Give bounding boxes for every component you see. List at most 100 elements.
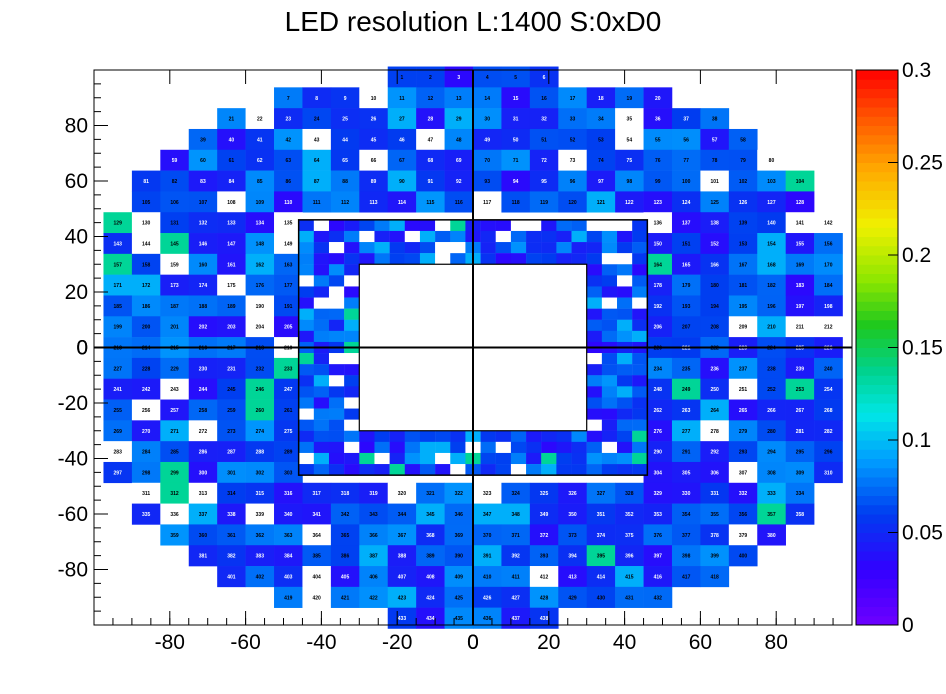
outer-cell-label: 356: [739, 512, 748, 518]
outer-cell-label: 90: [399, 179, 405, 185]
outer-cell-label: 22: [257, 117, 263, 123]
outer-cell-label: 19: [627, 96, 633, 102]
outer-cell: [586, 191, 616, 213]
outer-cell-label: 320: [398, 491, 407, 497]
colorbar-swatch: [856, 551, 898, 561]
outer-cell-label: 267: [796, 408, 805, 414]
outer-cell: [671, 545, 701, 567]
outer-cell-label: 404: [312, 574, 321, 580]
outer-cell: [671, 274, 701, 296]
outer-cell: [330, 170, 360, 192]
inner-cell: [298, 430, 315, 443]
outer-cell-label: 303: [284, 470, 293, 476]
inner-cell: [632, 242, 648, 254]
inner-cell: [313, 230, 330, 243]
outer-cell-label: 252: [767, 387, 776, 393]
inner-cell: [344, 408, 360, 420]
outer-cell: [160, 399, 190, 421]
outer-cell: [245, 482, 275, 504]
inner-cell: [510, 464, 527, 476]
outer-cell-label: 243: [170, 387, 179, 393]
outer-cell-label: 145: [170, 241, 179, 247]
colorbar-tick-label: 0.25: [902, 152, 943, 175]
outer-cell-label: 52: [570, 137, 576, 143]
outer-cell-label: 416: [654, 574, 663, 580]
inner-cell: [344, 397, 360, 409]
colorbar-swatch: [856, 384, 898, 395]
outer-cell: [473, 128, 502, 151]
outer-cell-label: 399: [710, 554, 719, 560]
outer-cell-label: 351: [597, 512, 606, 518]
outer-cell: [700, 524, 730, 546]
outer-cell-label: 200: [142, 325, 151, 331]
outer-cell: [387, 586, 417, 608]
outer-cell: [814, 295, 843, 317]
outer-cell-label: 358: [796, 512, 805, 518]
outer-cell: [217, 128, 246, 151]
outer-cell-label: 310: [824, 470, 833, 476]
outer-cell: [529, 191, 559, 213]
inner-cell: [298, 264, 315, 276]
outer-cell-label: 308: [767, 470, 776, 476]
colorbar-swatch: [856, 532, 898, 543]
outer-cell-label: 318: [341, 491, 350, 497]
inner-cell: [526, 219, 542, 232]
outer-cell: [160, 378, 190, 400]
outer-cell-label: 237: [739, 366, 748, 372]
outer-cell: [387, 66, 417, 88]
outer-cell-label: 380: [767, 533, 776, 539]
outer-cell: [217, 316, 246, 338]
outer-cell: [700, 399, 730, 421]
y-tick-label: -60: [58, 503, 88, 526]
inner-cell: [526, 464, 542, 476]
inner-cell: [328, 408, 345, 420]
inner-cell: [404, 219, 421, 232]
outer-cell-label: 17: [570, 96, 576, 102]
outer-cell-label: 287: [227, 450, 236, 456]
y-tick-label: 60: [65, 170, 88, 193]
inner-cell: [435, 430, 451, 443]
outer-cell: [444, 66, 474, 88]
outer-cell: [728, 191, 758, 213]
outer-cell: [615, 128, 644, 151]
outer-cell-label: 3: [457, 75, 460, 81]
outer-cell: [274, 128, 303, 151]
outer-cell: [728, 545, 758, 567]
outer-cell: [785, 295, 815, 317]
outer-cell-label: 241: [114, 387, 123, 393]
inner-cell: [298, 253, 315, 265]
outer-cell-label: 80: [769, 158, 775, 164]
outer-cell-label: 175: [227, 283, 236, 289]
inner-cell: [601, 242, 618, 254]
inner-cell: [374, 441, 390, 454]
outer-cell-label: 58: [740, 137, 746, 143]
inner-cell: [541, 464, 557, 476]
colorbar-swatch: [856, 569, 898, 580]
inner-cell: [541, 219, 557, 232]
colorbar-swatch: [856, 347, 898, 358]
colorbar-tick-label: 0.3: [902, 59, 931, 82]
inner-cell: [298, 408, 315, 420]
outer-cell-label: 278: [710, 429, 719, 435]
inner-cell: [480, 441, 496, 454]
outer-cell: [359, 149, 389, 171]
outer-cell: [700, 108, 730, 130]
outer-cell: [416, 128, 445, 151]
outer-cell: [302, 149, 332, 171]
outer-cell: [529, 87, 559, 109]
outer-cell: [188, 316, 218, 338]
outer-cell: [501, 566, 531, 588]
outer-cell: [160, 149, 190, 171]
outer-cell: [757, 233, 786, 255]
outer-cell-label: 259: [227, 408, 236, 414]
inner-cell: [480, 452, 496, 465]
outer-cell: [728, 399, 758, 421]
outer-cell-label: 438: [540, 616, 549, 622]
outer-cell: [785, 191, 815, 213]
inner-cell: [632, 330, 648, 343]
outer-cell: [529, 108, 559, 130]
colorbar-tick-label: 0.1: [902, 429, 931, 452]
inner-cell: [313, 297, 330, 309]
outer-cell: [103, 378, 133, 400]
outer-cell: [217, 566, 246, 588]
